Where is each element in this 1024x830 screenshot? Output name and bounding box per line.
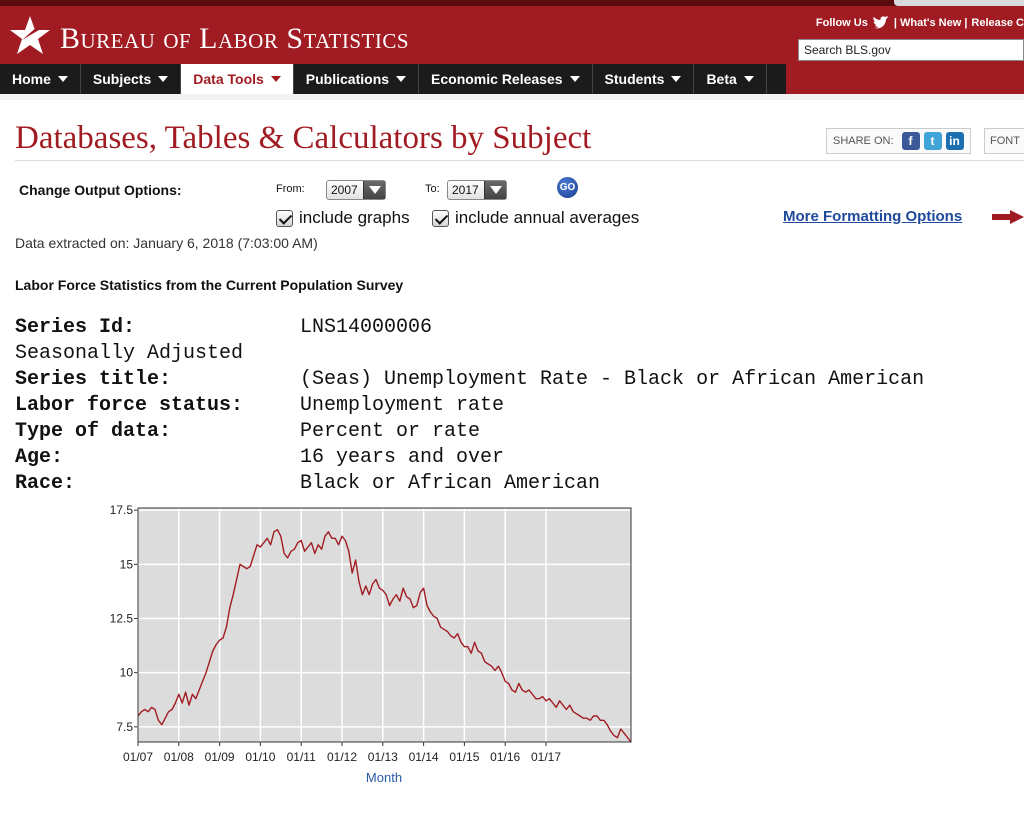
follow-us-link[interactable]: Follow Us [815, 17, 868, 29]
nav-subjects-label: Subjects [92, 71, 152, 87]
top-links: Follow Us | What's New | Release C [816, 16, 1024, 30]
y-tick-label: 12.5 [110, 612, 134, 626]
from-year-select[interactable]: 2007 [326, 180, 386, 200]
more-formatting-link[interactable]: More Formatting Options [783, 208, 963, 225]
nav-students-label: Students [604, 71, 665, 87]
seasonal-adjustment-text: Seasonally Adjusted [15, 342, 244, 365]
x-tick-label: 01/17 [531, 750, 561, 764]
twitter-icon[interactable] [872, 16, 890, 30]
data-extracted-text: Data extracted on: January 6, 2018 (7:03… [15, 235, 318, 251]
to-year-value: 2017 [452, 183, 479, 197]
share-label: SHARE ON: [833, 135, 894, 147]
search-input[interactable]: Search BLS.gov [798, 39, 1024, 61]
x-tick-label: 01/09 [205, 750, 235, 764]
from-label: From: [276, 183, 305, 195]
include-annual-option[interactable]: include annual averages [432, 208, 639, 228]
page-title: Databases, Tables & Calculators by Subje… [15, 120, 592, 156]
x-tick-label: 01/14 [409, 750, 439, 764]
site-banner: Bureau of Labor Statistics Follow Us | W… [0, 6, 1024, 64]
x-axis-label: Month [366, 770, 402, 785]
nav-home[interactable]: Home [0, 64, 81, 94]
nav-underline [0, 94, 1024, 100]
series-id-value: LNS14000006 [300, 316, 433, 339]
type-of-data-value: Percent or rate [300, 420, 481, 443]
chevron-down-icon [270, 76, 281, 82]
from-year-value: 2007 [331, 183, 358, 197]
y-tick-label: 7.5 [116, 720, 133, 734]
labor-force-status-value: Unemployment rate [300, 394, 505, 417]
chevron-down-icon [396, 76, 407, 82]
series-title-value: (Seas) Unemployment Rate - Black or Afri… [300, 368, 925, 391]
x-tick-label: 01/11 [287, 750, 316, 764]
race-value: Black or African American [300, 472, 601, 495]
chevron-down-icon [158, 76, 169, 82]
type-of-data-key: Type of data: [15, 420, 172, 443]
arrow-right-icon[interactable] [992, 210, 1024, 224]
nav-data-tools-label: Data Tools [193, 71, 264, 87]
race-key: Race: [15, 472, 76, 495]
nav-beta-label: Beta [706, 71, 737, 87]
series-id-key: Series Id: [15, 316, 136, 339]
release-calendar-link[interactable]: Release C [971, 17, 1024, 29]
x-tick-label: 01/08 [164, 750, 194, 764]
include-graphs-option[interactable]: include graphs [276, 208, 410, 228]
y-tick-label: 10 [120, 666, 134, 680]
to-label: To: [425, 183, 440, 195]
share-bar: SHARE ON: f t in [826, 128, 971, 154]
x-tick-label: 01/07 [123, 750, 153, 764]
nav-data-tools[interactable]: Data Tools [181, 64, 294, 94]
x-tick-label: 01/12 [327, 750, 357, 764]
to-year-select[interactable]: 2017 [447, 180, 507, 200]
nav-economic-releases-label: Economic Releases [431, 71, 563, 87]
nav-subjects[interactable]: Subjects [81, 64, 182, 94]
x-tick-label: 01/15 [449, 750, 479, 764]
nav-publications[interactable]: Publications [294, 64, 420, 94]
x-tick-label: 01/10 [245, 750, 275, 764]
include-annual-checkbox[interactable] [432, 209, 449, 227]
go-button[interactable]: GO [557, 177, 578, 198]
section-title: Labor Force Statistics from the Current … [15, 277, 404, 293]
linkedin-icon[interactable]: in [945, 132, 964, 150]
age-value: 16 years and over [300, 446, 505, 469]
x-tick-label: 01/16 [490, 750, 520, 764]
star-logo-icon[interactable] [8, 14, 52, 58]
output-options-label: Change Output Options: [19, 182, 182, 198]
chevron-down-icon [569, 76, 580, 82]
include-graphs-label: include graphs [299, 208, 410, 227]
nav-home-label: Home [12, 71, 51, 87]
nav-students[interactable]: Students [593, 64, 695, 94]
series-line [137, 529, 632, 743]
nav-publications-label: Publications [305, 71, 390, 87]
plot-frame [137, 507, 632, 743]
chevron-down-icon [57, 76, 68, 82]
nav-filler [786, 64, 1024, 94]
unemployment-rate-chart: 7.5 10 12.5 15 17.5 01/07 01/08 01/09 01/10 01/11… [110, 503, 632, 785]
chevron-down-icon [671, 76, 682, 82]
nav-beta[interactable]: Beta [694, 64, 767, 94]
chevron-down-icon [743, 76, 754, 82]
whats-new-link[interactable]: | What's New | [893, 17, 968, 29]
x-tick-label: 01/13 [368, 750, 398, 764]
labor-force-status-key: Labor force status: [15, 394, 244, 417]
twitter-share-icon[interactable]: t [923, 132, 942, 150]
y-tick-label: 17.5 [110, 503, 134, 517]
nav-economic-releases[interactable]: Economic Releases [419, 64, 593, 94]
age-key: Age: [15, 446, 64, 469]
main-nav: Home Subjects Data Tools Publications Ec… [0, 64, 786, 94]
subscribe-strip[interactable] [894, 0, 1024, 6]
top-strip [0, 0, 1024, 6]
site-logo-text[interactable]: Bureau of Labor Statistics [60, 22, 410, 55]
series-title-key: Series title: [15, 368, 172, 391]
font-size-button[interactable]: FONT [984, 128, 1024, 154]
chevron-down-icon[interactable] [484, 181, 506, 199]
facebook-icon[interactable]: f [901, 132, 920, 150]
include-graphs-checkbox[interactable] [276, 209, 293, 227]
include-annual-label: include annual averages [455, 208, 640, 227]
y-tick-label: 15 [120, 557, 134, 571]
chevron-down-icon[interactable] [363, 181, 385, 199]
title-divider [15, 160, 1024, 161]
